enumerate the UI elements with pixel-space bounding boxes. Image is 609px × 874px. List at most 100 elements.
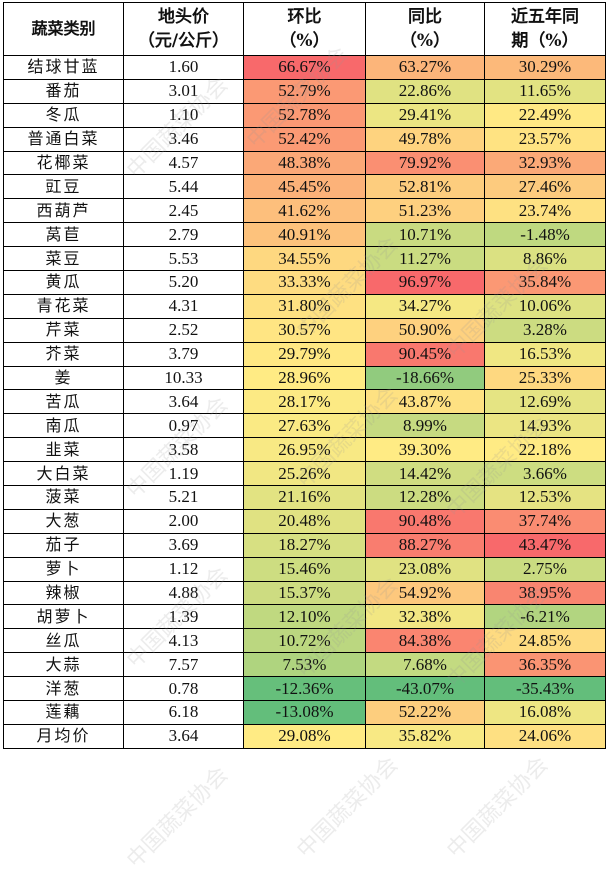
five-year-change: 12.53% [484,485,606,510]
field-price: 2.00 [123,508,244,534]
yoy-change: 23.08% [365,556,485,582]
table-row: 豇豆 5.44 45.45% 52.81% 27.46% [3,174,606,200]
field-price: 1.19 [123,461,244,487]
mom-change: 29.08% [243,723,366,749]
yoy-change: 63.27% [365,55,485,80]
table-row: 青花菜 4.31 31.80% 34.27% 10.06% [3,293,606,319]
field-price: 2.79 [123,222,244,248]
yoy-change: -43.07% [365,676,485,702]
field-price: 1.10 [123,102,244,128]
table-row: 冬瓜 1.10 52.78% 29.41% 22.49% [3,102,606,128]
vegetable-name: 苦瓜 [3,389,124,415]
mom-change: 26.95% [243,437,366,463]
vegetable-name: 黄瓜 [3,270,124,295]
header-mom: 环比 （%） [243,2,366,56]
vegetable-name: 花椰菜 [3,150,124,176]
mom-change: 31.80% [243,293,366,319]
five-year-change: 24.85% [484,628,606,654]
yoy-change: 90.45% [365,341,485,367]
five-year-change: 38.95% [484,580,606,606]
yoy-change: 10.71% [365,222,485,248]
mom-change: 45.45% [243,174,366,200]
mom-change: 52.42% [243,126,366,152]
yoy-change: 14.42% [365,461,485,487]
header-category: 蔬菜类别 [3,2,124,56]
vegetable-name: 洋葱 [3,676,124,702]
mom-change: 41.62% [243,198,366,224]
vegetable-name: 青花菜 [3,293,124,319]
field-price: 2.45 [123,198,244,224]
table-row: 结球甘蓝 1.60 66.67% 63.27% 30.29% [3,55,606,80]
five-year-change: 37.74% [484,508,606,534]
table-row: 莲藕 6.18 -13.08% 52.22% 16.08% [3,700,606,725]
five-year-change: 16.08% [484,700,606,725]
field-price: 3.69 [123,532,244,558]
header-five-year: 近五年同 期（%） [484,2,606,56]
five-year-change: -6.21% [484,604,606,630]
vegetable-name: 番茄 [3,78,124,104]
header-yoy: 同比 （%） [365,2,485,56]
five-year-change: 3.66% [484,461,606,487]
vegetable-name: 莴苣 [3,222,124,248]
mom-change: 20.48% [243,508,366,534]
yoy-change: 52.81% [365,174,485,200]
table-row: 姜 10.33 28.96% -18.66% 25.33% [3,365,606,391]
five-year-change: 22.18% [484,437,606,463]
field-price: 5.53 [123,246,244,272]
field-price: 3.01 [123,78,244,104]
field-price: 5.20 [123,270,244,295]
yoy-change: 12.28% [365,485,485,510]
yoy-change: 51.23% [365,198,485,224]
table-row: 菜豆 5.53 34.55% 11.27% 8.86% [3,246,606,272]
yoy-change: 88.27% [365,532,485,558]
watermark-text: 中国蔬菜协会 [122,762,234,874]
field-price: 0.78 [123,676,244,702]
yoy-change: 52.22% [365,700,485,725]
yoy-change: 11.27% [365,246,485,272]
table-row: 萝卜 1.12 15.46% 23.08% 2.75% [3,556,606,582]
yoy-change: 96.97% [365,270,485,295]
mom-change: 52.78% [243,102,366,128]
vegetable-name: 大蒜 [3,652,124,678]
five-year-change: 24.06% [484,723,606,749]
mom-change: 27.63% [243,413,366,439]
mom-change: 34.55% [243,246,366,272]
five-year-change: 16.53% [484,341,606,367]
field-price: 1.12 [123,556,244,582]
vegetable-name: 南瓜 [3,413,124,439]
five-year-change: 43.47% [484,532,606,558]
five-year-change: -1.48% [484,222,606,248]
five-year-change: 23.57% [484,126,606,152]
table-row: 花椰菜 4.57 48.38% 79.92% 32.93% [3,150,606,176]
yoy-change: 32.38% [365,604,485,630]
five-year-change: 14.93% [484,413,606,439]
mom-change: 66.67% [243,55,366,80]
table-row: 苦瓜 3.64 28.17% 43.87% 12.69% [3,389,606,415]
yoy-change: 8.99% [365,413,485,439]
field-price: 3.79 [123,341,244,367]
five-year-change: 36.35% [484,652,606,678]
mom-change: 40.91% [243,222,366,248]
five-year-change: -35.43% [484,676,606,702]
table-row: 丝瓜 4.13 10.72% 84.38% 24.85% [3,628,606,654]
yoy-change: -18.66% [365,365,485,391]
mom-change: 25.26% [243,461,366,487]
vegetable-name: 丝瓜 [3,628,124,654]
field-price: 1.60 [123,55,244,80]
mom-change: 28.96% [243,365,366,391]
vegetable-name: 辣椒 [3,580,124,606]
yoy-change: 34.27% [365,293,485,319]
table-row: 芥菜 3.79 29.79% 90.45% 16.53% [3,341,606,367]
field-price: 0.97 [123,413,244,439]
mom-change: 30.57% [243,317,366,343]
field-price: 5.21 [123,485,244,510]
vegetable-name: 普通白菜 [3,126,124,152]
mom-change: 15.46% [243,556,366,582]
table-row: 西葫芦 2.45 41.62% 51.23% 23.74% [3,198,606,224]
mom-change: -12.36% [243,676,366,702]
yoy-change: 22.86% [365,78,485,104]
mom-change: 10.72% [243,628,366,654]
field-price: 4.13 [123,628,244,654]
yoy-change: 54.92% [365,580,485,606]
header-row: 蔬菜类别 地头价 （元/公斤） 环比 （%） 同比 （%） 近五年同 期（%） [3,2,606,56]
